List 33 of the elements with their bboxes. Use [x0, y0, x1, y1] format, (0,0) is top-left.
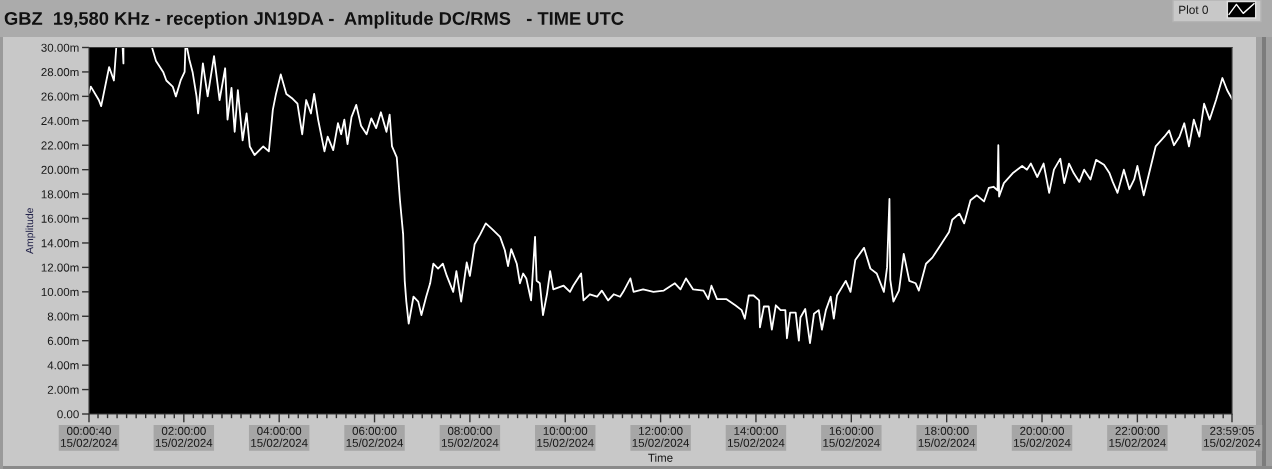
y-tick-label: 10.00m: [41, 287, 79, 297]
x-tick-label: 02:00:00 15/02/2024: [155, 426, 213, 447]
y-tick-label: 20.00m: [41, 165, 79, 174]
y-tick-label: 14.00m: [41, 239, 79, 248]
legend-label: Plot 0: [1179, 5, 1208, 14]
x-tick-label: 12:00:00 15/02/2024: [632, 426, 690, 447]
y-axis-title: Amplitude: [25, 208, 36, 254]
x-tick-label: 20:00:00 15/02/2024: [1014, 426, 1071, 447]
x-tick-label: 06:00:00 15/02/2024: [346, 426, 404, 447]
y-tick-label: 18.00m: [41, 190, 79, 199]
y-tick-label: 28.00m: [41, 68, 79, 77]
y-tick-label: 16.00m: [41, 214, 79, 223]
y-tick-label: 4.00m: [47, 361, 79, 370]
y-tick-label: 26.00m: [41, 92, 79, 101]
y-tick-label: 12.00m: [41, 263, 79, 272]
x-tick-label: 08:00:00 15/02/2024: [441, 426, 499, 447]
x-tick-label: 00:00:40 15/02/2024: [61, 426, 118, 447]
y-tick-label: 8.00m: [47, 312, 79, 321]
x-tick-label: 10:00:00 15/02/2024: [537, 426, 594, 447]
x-tick-label: 18:00:00 15/02/2024: [918, 426, 976, 447]
y-tick-label: 0.00: [57, 410, 79, 419]
y-tick-label: 2.00m: [47, 385, 79, 394]
x-tick-label: 23:59:05 15/02/2024: [1204, 426, 1261, 447]
x-tick-label: 04:00:00 15/02/2024: [251, 426, 308, 447]
x-tick-label: 22:00:00 15/02/2024: [1109, 426, 1166, 447]
y-tick-label: 6.00m: [47, 336, 79, 345]
y-tick-label: 30.00m: [41, 43, 79, 52]
y-tick-label: 24.00m: [41, 116, 79, 126]
y-tick-label: 22.00m: [41, 141, 79, 150]
x-tick-label: 16:00:00 15/02/2024: [823, 426, 880, 447]
chart-title: GBZ 19,580 KHz - reception JN19DA - Amplitude DC/RMS - TIME UTC: [4, 11, 624, 29]
x-axis-title: Time: [648, 453, 673, 462]
x-tick-label: 14:00:00 15/02/2024: [727, 426, 785, 447]
